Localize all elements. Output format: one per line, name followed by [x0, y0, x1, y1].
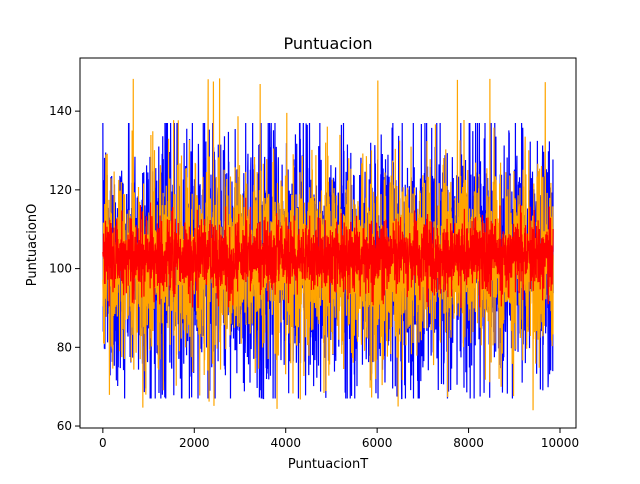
series-layer [102, 78, 554, 411]
y-tick-label: 120 [49, 183, 72, 197]
y-tick-label: 80 [57, 340, 72, 354]
x-tick-label: 8000 [453, 436, 484, 450]
chart-title: Puntuacion [283, 34, 372, 53]
series-line-3 [102, 197, 554, 308]
x-tick-label: 2000 [179, 436, 210, 450]
y-tick-label: 140 [49, 104, 72, 118]
y-tick-label: 60 [57, 419, 72, 433]
x-tick-label: 0 [99, 436, 107, 450]
ticks-layer: 0 2000 4000 6000 8000 10000 60 80 100 120 140 [49, 104, 579, 450]
x-tick-label: 10000 [541, 436, 579, 450]
y-tick-label: 100 [49, 262, 72, 276]
x-tick-label: 4000 [270, 436, 301, 450]
y-axis-label: PuntuacionO [25, 204, 40, 287]
x-tick-label: 6000 [362, 436, 393, 450]
axes-frame [79, 57, 577, 429]
x-axis-label: PuntuacionT [288, 457, 368, 472]
